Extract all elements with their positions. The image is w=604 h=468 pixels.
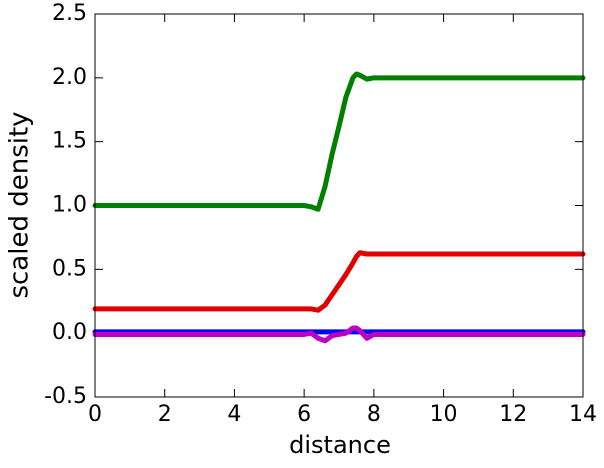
y-tick-label: 1.5 <box>52 129 87 154</box>
x-tick-label: 4 <box>227 402 241 427</box>
x-tick-label: 0 <box>88 402 102 427</box>
x-tick-label: 12 <box>499 402 527 427</box>
x-tick-label: 8 <box>367 402 381 427</box>
plot-frame <box>94 13 584 398</box>
x-tick-label: 10 <box>430 402 458 427</box>
y-tick-label: 2.0 <box>52 65 87 90</box>
x-tick-label: 6 <box>297 402 311 427</box>
data-line <box>92 325 586 344</box>
y-tick-label: 2.5 <box>52 1 87 26</box>
y-axis-label: scaled density <box>5 111 35 298</box>
x-tick-label: 14 <box>569 402 597 427</box>
y-tick-label: -0.5 <box>44 384 87 409</box>
y-tick-label: 0.0 <box>52 320 87 345</box>
x-tick-label: 2 <box>158 402 172 427</box>
data-line <box>92 71 586 212</box>
y-tick-label: 1.0 <box>52 193 87 218</box>
y-tick-label: 0.5 <box>52 256 87 281</box>
x-axis-label: distance <box>289 431 391 459</box>
data-line <box>92 250 586 313</box>
